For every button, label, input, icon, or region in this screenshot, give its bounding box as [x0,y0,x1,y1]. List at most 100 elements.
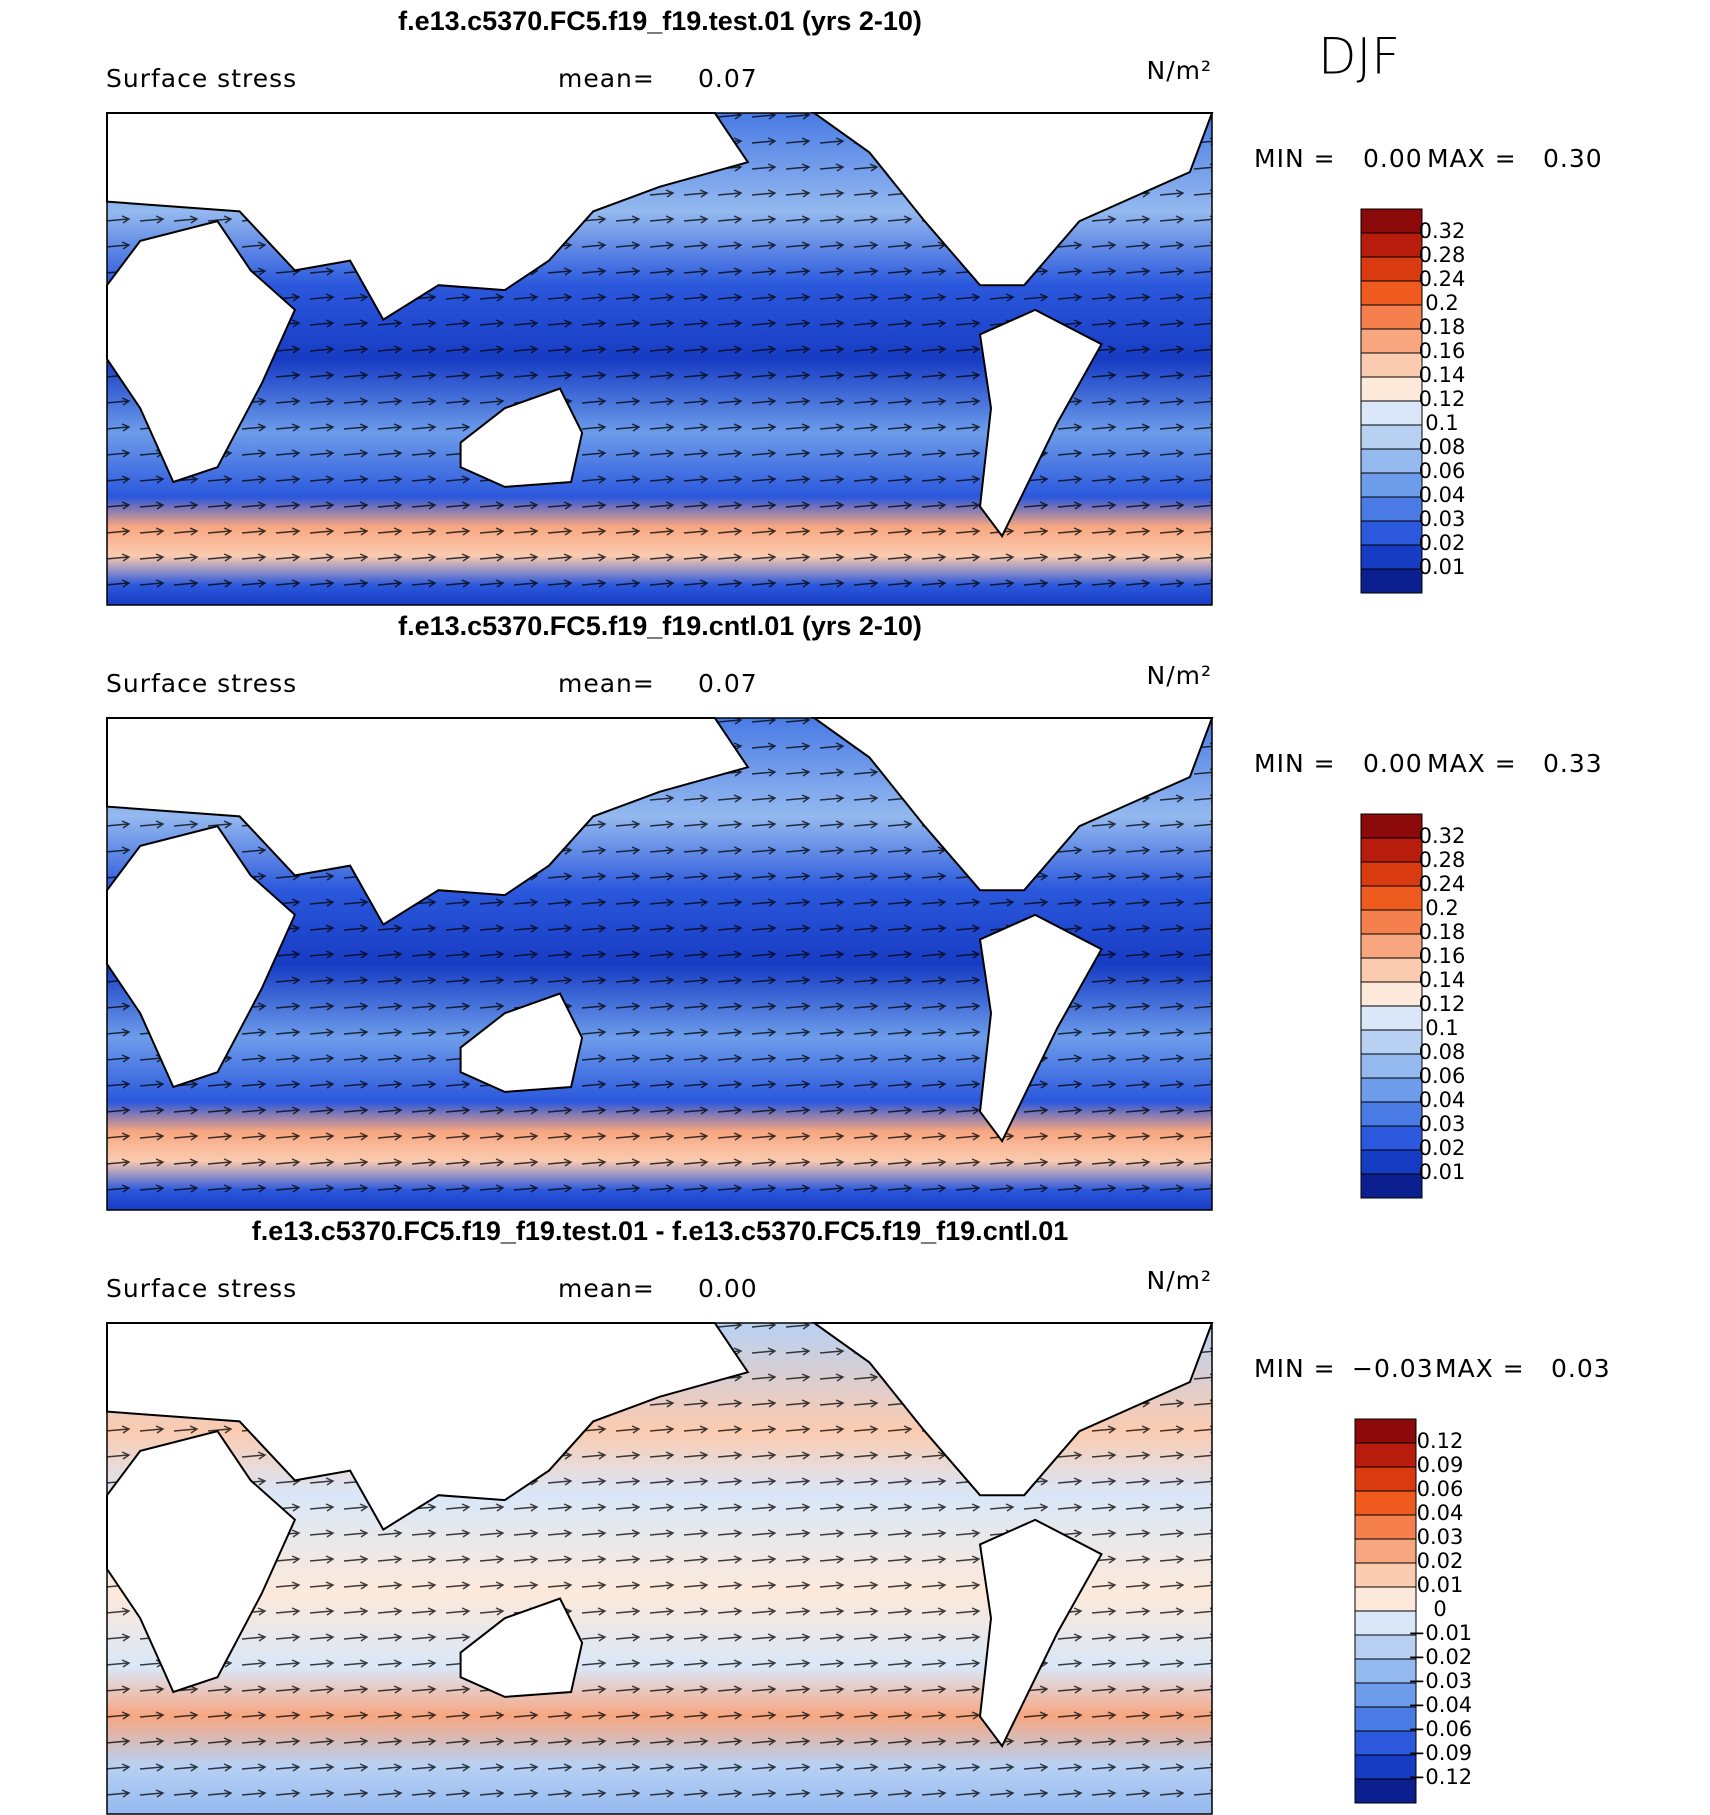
colorbar-box [1354,1490,1417,1516]
colorbar-label: −0.09 [1408,1741,1472,1765]
colorbar-label: 0.01 [1419,555,1466,579]
colorbar-box [1354,1634,1417,1660]
colorbar-box [1360,957,1423,983]
colorbar-box [1360,304,1423,330]
colorbar-label: 0.1 [1425,411,1458,435]
field-label: Surface stress [106,1274,297,1303]
colorbar-box [1354,1778,1417,1804]
colorbar-box [1354,1682,1417,1708]
colorbar-box [1360,1173,1423,1199]
map-frame [106,717,1213,1211]
colorbar-label: 0.03 [1417,1525,1464,1549]
min-label: MIN = [1254,1354,1336,1383]
colorbar-label: 0.12 [1417,1429,1464,1453]
colorbar-label: 0.12 [1419,992,1466,1016]
colorbar-label: 0.2 [1425,896,1458,920]
colorbar-box [1354,1562,1417,1588]
landmass [106,825,297,1089]
landmass [811,717,1214,892]
colorbar-box [1360,885,1423,911]
colorbar-label: 0 [1433,1597,1446,1621]
colorbar-box [1354,1730,1417,1756]
colorbar-label: 0.32 [1419,219,1466,243]
colorbar-box [1360,568,1423,594]
mean-label: mean= [558,1274,655,1303]
colorbar-label: 0.16 [1419,944,1466,968]
colorbar-box [1354,1418,1417,1444]
colorbar-label: −0.03 [1408,1669,1472,1693]
colorbar-label: 0.24 [1419,267,1466,291]
max-value: 0.33 [1543,749,1603,778]
colorbar-box [1360,1101,1423,1127]
colorbar-label: 0.18 [1419,315,1466,339]
colorbar-label: 0.24 [1419,872,1466,896]
colorbar-box [1360,448,1423,474]
landmass [978,308,1103,539]
panel: f.e13.c5370.FC5.f19_f19.test.01 (yrs 2-1… [106,6,1602,606]
colorbar-label: −0.12 [1408,1765,1472,1789]
colorbar-box [1360,280,1423,306]
colorbar-box [1354,1586,1417,1612]
colorbar-box [1360,1053,1423,1079]
landmass [106,112,750,322]
colorbar-box [1360,909,1423,935]
colorbar-label: 0.02 [1417,1549,1464,1573]
max-value: 0.03 [1551,1354,1611,1383]
colorbar-label: 0.32 [1419,824,1466,848]
colorbar-label: 0.09 [1417,1453,1464,1477]
colorbar-box [1360,837,1423,863]
colorbar-label: 0.18 [1419,920,1466,944]
colorbar-box [1354,1754,1417,1780]
colorbar-box [1360,256,1423,282]
panel: f.e13.c5370.FC5.f19_f19.cntl.01 (yrs 2-1… [106,611,1603,1211]
max-label: MAX = [1427,144,1517,173]
colorbar-box [1360,1029,1423,1055]
mean-value: 0.07 [698,669,758,698]
colorbar-label: 0.01 [1419,1160,1466,1184]
min-value: −0.03 [1352,1354,1434,1383]
max-label: MAX = [1427,749,1517,778]
units: N/m² [1147,56,1213,85]
landmass [106,1322,750,1532]
colorbar-label: 0.06 [1417,1477,1464,1501]
mean-value: 0.00 [698,1274,758,1303]
colorbar-label: 0.08 [1419,435,1466,459]
colorbar-box [1360,496,1423,522]
colorbar-box [1360,1125,1423,1151]
colorbar-box [1360,1149,1423,1175]
min-value: 0.00 [1363,749,1423,778]
colorbar-label: 0.04 [1419,483,1466,507]
colorbar-box [1360,933,1423,959]
max-label: MAX = [1435,1354,1525,1383]
mean-label: mean= [558,669,655,698]
colorbar-label: −0.04 [1408,1693,1472,1717]
map-frame [106,1322,1213,1815]
colorbar-label: 0.2 [1425,291,1458,315]
min-label: MIN = [1254,749,1336,778]
colorbar-label: 0.03 [1419,1112,1466,1136]
colorbar-label: 0.06 [1419,1064,1466,1088]
colorbar-box [1360,813,1423,839]
units: N/m² [1147,1266,1213,1295]
colorbar-label: 0.28 [1419,243,1466,267]
colorbar-label: 0.04 [1417,1501,1464,1525]
mean-value: 0.07 [698,64,758,93]
colorbar-label: 0.02 [1419,531,1466,555]
colorbar-box [1354,1706,1417,1732]
colorbar-label: 0.14 [1419,968,1466,992]
landmass [106,220,297,484]
colorbar-label: 0.16 [1419,339,1466,363]
colorbar-label: −0.06 [1408,1717,1472,1741]
landmass [459,992,584,1093]
field-label: Surface stress [106,64,297,93]
colorbar-box [1354,1610,1417,1636]
colorbar-box [1360,424,1423,450]
min-value: 0.00 [1363,144,1423,173]
colorbar-label: 0.08 [1419,1040,1466,1064]
colorbar-label: 0.1 [1425,1016,1458,1040]
colorbar-box [1360,1005,1423,1031]
panel-title: f.e13.c5370.FC5.f19_f19.cntl.01 (yrs 2-1… [398,611,922,641]
colorbar-label: −0.02 [1408,1645,1472,1669]
